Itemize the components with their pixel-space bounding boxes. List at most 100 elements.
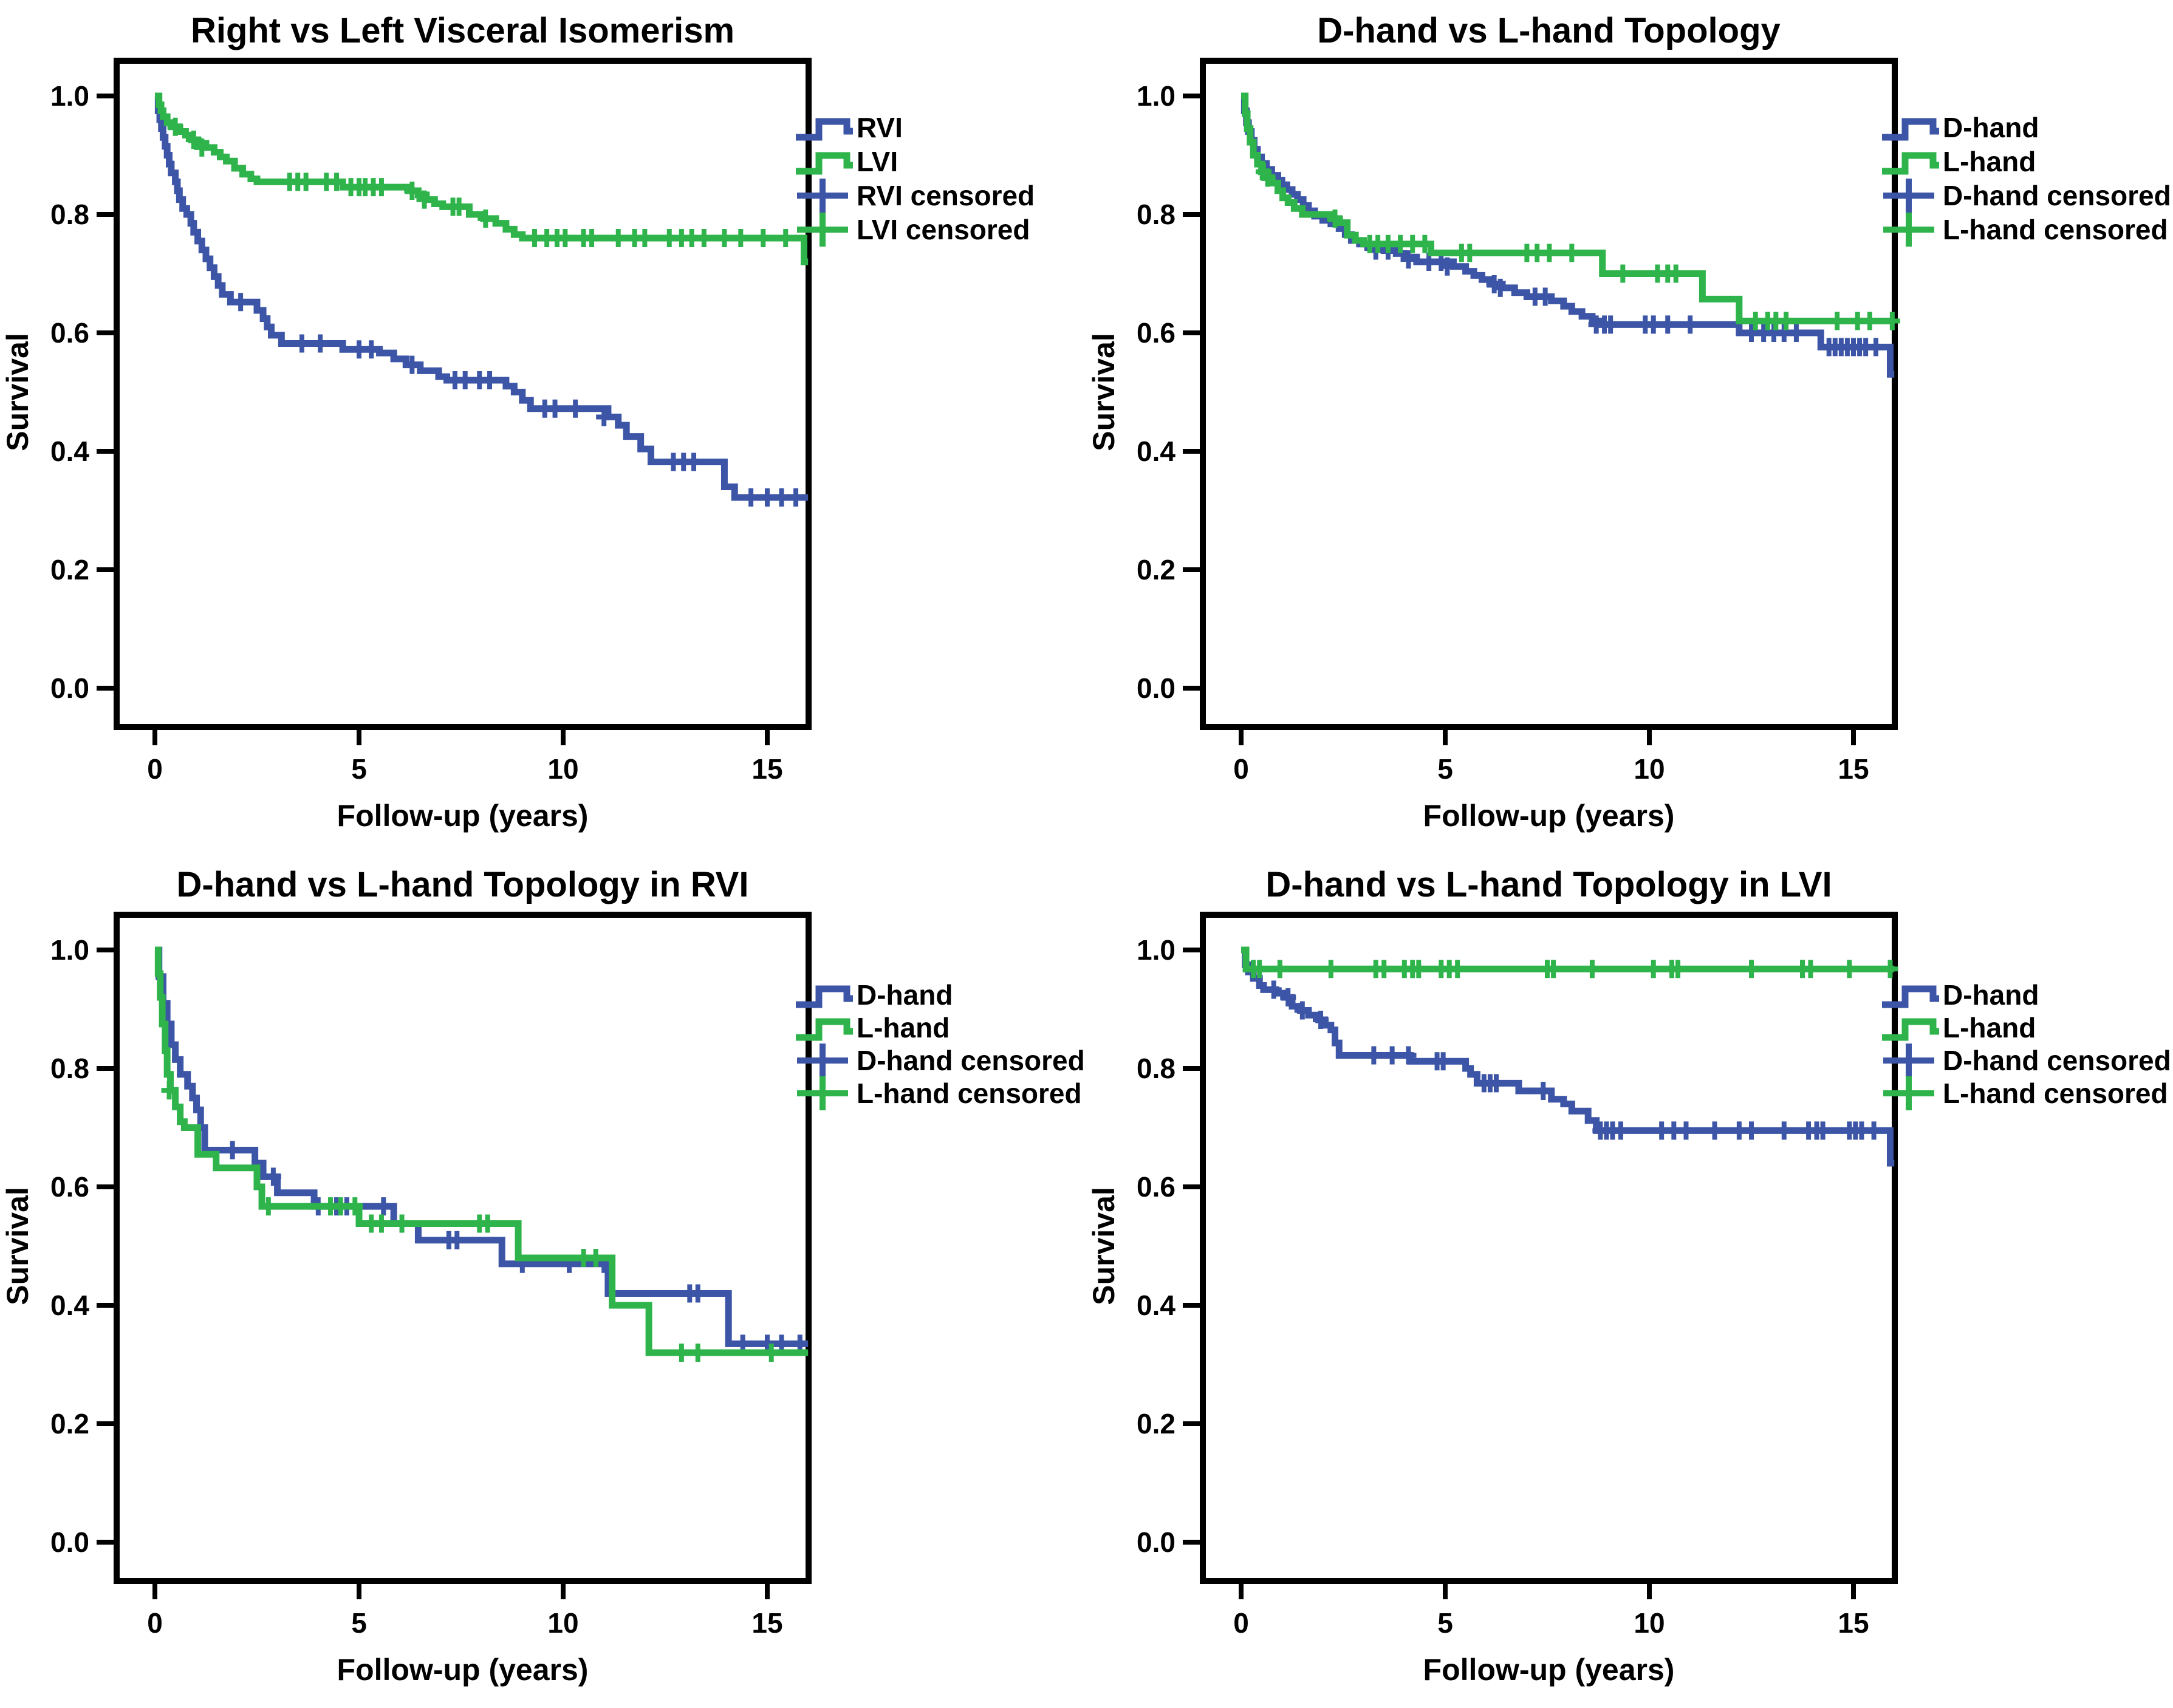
series-line-RVI: [154, 92, 809, 501]
y-tick-label: 0.0: [1137, 672, 1175, 704]
legend-item-d-hand-censored: D-hand censored: [1883, 1044, 2171, 1078]
legend-item-l-hand: L-hand: [1882, 1012, 2036, 1044]
x-tick-label: 10: [547, 753, 578, 785]
plot-border: [1200, 58, 1898, 730]
legend-item-d-hand: D-hand: [1882, 979, 2039, 1011]
y-tick-label: 1.0: [50, 80, 89, 112]
plot-border: [114, 58, 812, 730]
legend-item-d-hand-censored: D-hand censored: [1883, 179, 2171, 213]
legend-label: LVI censored: [857, 214, 1030, 245]
legend-item-lvi-censored: LVI censored: [797, 213, 1030, 247]
legend-label: D-hand: [1943, 979, 2039, 1011]
x-axis-label: Follow-up (years): [1423, 1653, 1675, 1687]
legend-line-sample-icon: [1882, 152, 1939, 175]
x-axis-label: Follow-up (years): [337, 799, 589, 833]
y-tick-label: 0.8: [50, 199, 89, 230]
legend-item-l-hand-censored: L-hand censored: [797, 1076, 1082, 1110]
y-tick-label: 1.0: [1137, 80, 1175, 112]
y-tick-label: 0.6: [50, 1171, 89, 1203]
legend-line-sample-icon: [1882, 1018, 1939, 1041]
legend-label: RVI censored: [857, 180, 1035, 211]
chart-title: D-hand vs L-hand Topology in LVI: [1265, 865, 1832, 904]
censor-marks-L-hand: [1255, 162, 1900, 330]
chart-dhand-vs-lhand-topology-in-rvi: 0.0 0.2 0.4 0.6 0.8 1.0 0 5 10 15 D-hand vs L-hand…: [0, 854, 1086, 1708]
y-tick-label: 0.8: [1137, 1053, 1175, 1084]
series-line-D-hand: [1241, 946, 1895, 1167]
legend-item-rvi: RVI: [796, 112, 903, 143]
survival-plot-dhand-vs-lhand-in-lvi: 0.0 0.2 0.4 0.6 0.8 1.0 0 5 10 15 D-hand vs L-hand…: [1087, 865, 2171, 1687]
y-tick-label: 0.4: [1137, 1290, 1175, 1321]
series-line-L-hand: [1241, 946, 1895, 972]
x-tick-label: 10: [547, 1607, 578, 1639]
x-axis-label: Follow-up (years): [337, 1653, 589, 1687]
legend-item-l-hand: L-hand: [796, 1012, 950, 1044]
legend-label: L-hand: [1943, 1012, 2036, 1044]
x-axis-label: Follow-up (years): [1423, 799, 1675, 833]
plot-border: [114, 912, 812, 1584]
plot-border: [1200, 912, 1898, 1584]
x-tick-label: 10: [1634, 753, 1665, 785]
survival-plot-dhand-vs-lhand: 0.0 0.2 0.4 0.6 0.8 1.0 0 5 10 15 D-hand vs L-hand…: [1087, 11, 2171, 833]
chart-title: D-hand vs L-hand Topology in RVI: [177, 865, 749, 904]
legend-item-rvi-censored: RVI censored: [797, 179, 1035, 213]
legend-label: D-hand censored: [1943, 180, 2171, 211]
y-tick-label: 0.0: [50, 672, 89, 704]
x-tick-label: 0: [1233, 753, 1249, 785]
y-axis-label: Survival: [1, 1187, 35, 1305]
y-tick-label: 0.0: [50, 1526, 89, 1558]
x-tick-label: 15: [751, 753, 782, 785]
chart-dhand-vs-lhand-topology: 0.0 0.2 0.4 0.6 0.8 1.0 0 5 10 15 D-hand vs L-hand…: [1086, 0, 2172, 854]
censor-marks-L-hand: [161, 1081, 779, 1362]
censor-marks-D-hand: [1265, 980, 1882, 1140]
series-line-L-hand: [154, 946, 809, 1356]
censor-marks-L-hand: [1245, 960, 1898, 979]
legend-line-sample-icon: [796, 152, 853, 175]
legend-label: L-hand censored: [1943, 1078, 2168, 1109]
legend-label: D-hand: [857, 979, 953, 1011]
x-tick-label: 5: [1437, 753, 1453, 785]
x-tick-label: 0: [1233, 1607, 1249, 1639]
legend-line-sample-icon: [796, 118, 853, 141]
y-tick-label: 0.8: [50, 1053, 89, 1084]
y-tick-label: 0.0: [1137, 1526, 1175, 1558]
legend-item-l-hand-censored: L-hand censored: [1883, 1076, 2168, 1110]
y-tick-label: 0.2: [50, 554, 89, 586]
y-tick-label: 0.6: [1137, 317, 1175, 349]
x-tick-label: 15: [1838, 753, 1869, 785]
legend-item-l-hand-censored: L-hand censored: [1883, 213, 2168, 247]
legend-item-lvi: LVI: [796, 146, 898, 177]
y-tick-label: 1.0: [1137, 934, 1175, 966]
series-line-D-hand: [155, 946, 809, 1347]
legend-label: L-hand: [857, 1012, 950, 1044]
censor-marks-LVI: [167, 117, 794, 247]
y-tick-label: 0.2: [50, 1408, 89, 1440]
x-tick-label: 0: [147, 1607, 163, 1639]
y-tick-label: 0.4: [50, 436, 89, 467]
x-tick-label: 5: [1437, 1607, 1453, 1639]
legend-item-l-hand: L-hand: [1882, 146, 2036, 177]
legend-item-d-hand-censored: D-hand censored: [797, 1044, 1085, 1078]
legend-label: D-hand censored: [857, 1045, 1085, 1076]
x-tick-label: 0: [147, 753, 163, 785]
legend-label: D-hand censored: [1943, 1045, 2171, 1076]
censor-marks-D-hand: [1367, 241, 1884, 357]
x-tick-label: 15: [1838, 1607, 1869, 1639]
legend-label: L-hand censored: [857, 1078, 1082, 1109]
legend-label: L-hand: [1943, 146, 2036, 177]
y-tick-label: 1.0: [50, 934, 89, 966]
legend-label: RVI: [857, 112, 903, 143]
y-tick-label: 0.4: [1137, 436, 1175, 467]
legend-label: D-hand: [1943, 112, 2039, 143]
survival-plot-dhand-vs-lhand-in-rvi: 0.0 0.2 0.4 0.6 0.8 1.0 0 5 10 15 D-hand vs L-hand…: [1, 865, 1085, 1687]
censor-marks-RVI: [233, 293, 804, 507]
x-tick-label: 5: [351, 1607, 367, 1639]
y-tick-label: 0.2: [1137, 554, 1175, 586]
y-tick-label: 0.4: [50, 1290, 89, 1321]
y-tick-label: 0.2: [1137, 1408, 1175, 1440]
legend-line-sample-icon: [796, 985, 853, 1008]
legend-line-sample-icon: [1882, 985, 1939, 1008]
legend-label: L-hand censored: [1943, 214, 2168, 245]
